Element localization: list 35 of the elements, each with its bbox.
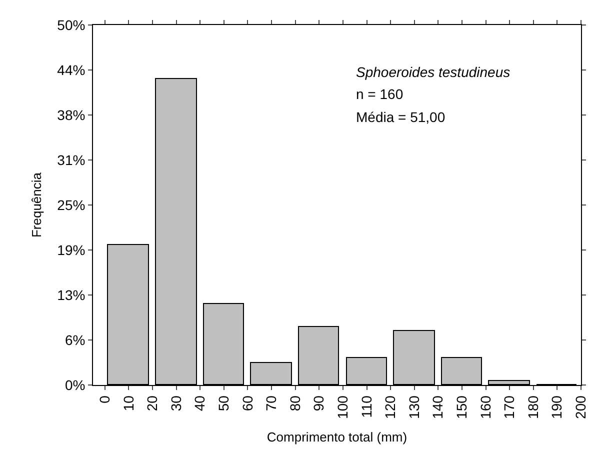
x-tick-label: 60 [239, 395, 256, 412]
x-tick-label: 80 [286, 395, 303, 412]
x-tick-label: 0 [96, 395, 112, 404]
x-tick-label: 120 [382, 395, 398, 419]
y-tick-label: 31% [57, 152, 86, 168]
y-tick-label: 38% [57, 106, 86, 123]
y-tick-label: 13% [57, 286, 86, 303]
x-tick-label: 30 [168, 395, 184, 412]
y-tick-label: 0% [64, 376, 86, 393]
x-tick-label: 70 [263, 395, 280, 412]
x-tick-label: 170 [501, 395, 518, 419]
x-tick-label: 100 [334, 395, 350, 419]
x-tick-label: 110 [358, 395, 374, 418]
annotation: n = 160 [356, 86, 404, 102]
y-tick-label: 50% [57, 16, 86, 33]
x-tick-label: 180 [524, 395, 541, 419]
x-tick-label: 130 [406, 395, 422, 419]
x-tick-label: 40 [192, 395, 208, 412]
x-tick-label: 10 [120, 395, 136, 412]
y-tick-label: 19% [57, 242, 86, 258]
y-tick-label: 25% [57, 196, 86, 213]
annotation: Sphoeroides testudineus [356, 64, 510, 80]
y-tick-label: 6% [64, 332, 86, 348]
annotation: Média = 51,00 [356, 109, 446, 125]
x-tick-label: 150 [454, 395, 470, 419]
x-tick-label: 90 [310, 395, 327, 412]
x-axis-title: Comprimento total (mm) [266, 430, 408, 445]
x-tick-label: 140 [430, 395, 446, 419]
y-tick-label: 44% [57, 62, 86, 78]
x-tick-label: 160 [477, 395, 494, 419]
y-axis-title: Frequência [29, 172, 44, 238]
x-tick-label: 20 [144, 395, 160, 412]
x-tick-label: 190 [548, 395, 565, 419]
x-tick-label: 50 [215, 395, 232, 412]
x-tick-label: 200 [572, 395, 589, 419]
